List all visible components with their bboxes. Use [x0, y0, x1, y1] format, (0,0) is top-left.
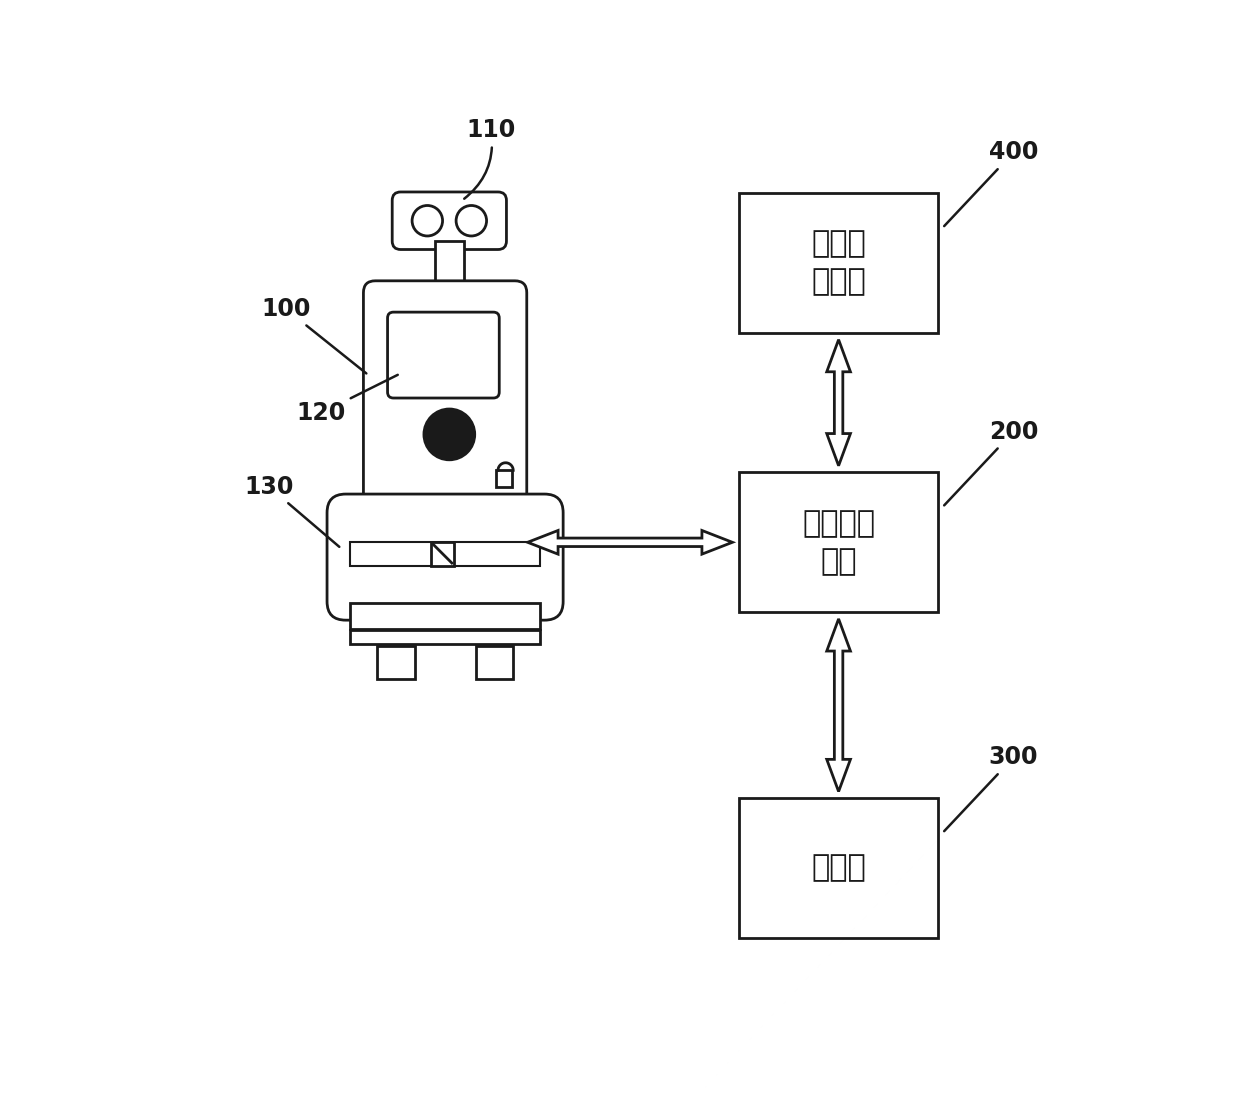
Bar	[739, 193, 937, 333]
Bar	[377, 645, 414, 679]
Bar	[476, 645, 513, 679]
Circle shape	[424, 409, 475, 459]
Circle shape	[412, 206, 443, 236]
Circle shape	[386, 544, 394, 553]
Circle shape	[456, 206, 486, 236]
Polygon shape	[527, 531, 733, 554]
Text: 100: 100	[262, 297, 366, 374]
FancyBboxPatch shape	[388, 312, 500, 398]
Text: 外部网
络资源: 外部网 络资源	[811, 230, 866, 297]
FancyBboxPatch shape	[363, 281, 527, 520]
Bar	[430, 542, 454, 566]
FancyBboxPatch shape	[327, 495, 563, 620]
Text: 200: 200	[944, 420, 1038, 506]
Text: 数据处理
单元: 数据处理 单元	[802, 509, 875, 576]
Text: 130: 130	[244, 475, 340, 547]
Bar	[350, 631, 541, 644]
FancyBboxPatch shape	[392, 192, 506, 249]
Text: 300: 300	[944, 745, 1038, 831]
Polygon shape	[827, 619, 851, 791]
Bar	[739, 473, 937, 612]
Circle shape	[396, 544, 404, 553]
Circle shape	[496, 544, 505, 553]
Bar	[350, 542, 541, 566]
Bar	[739, 798, 937, 937]
Text: 120: 120	[296, 375, 398, 425]
Text: 数据库: 数据库	[811, 854, 866, 882]
Text: 400: 400	[944, 141, 1038, 226]
Bar	[435, 241, 464, 292]
Bar	[496, 470, 512, 487]
Polygon shape	[827, 340, 851, 466]
Bar	[350, 603, 541, 629]
Text: 110: 110	[464, 118, 516, 199]
Circle shape	[486, 544, 495, 553]
